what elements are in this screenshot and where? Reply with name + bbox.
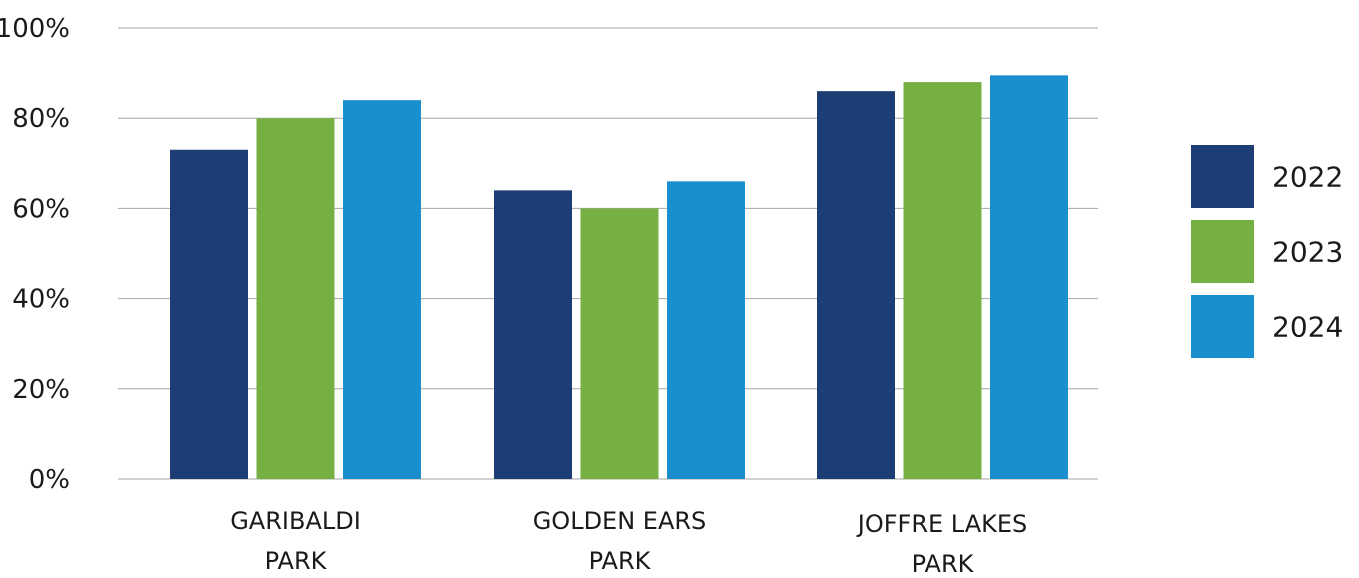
x-tick-label: PARK: [589, 547, 652, 575]
x-axis: GARIBALDI PARK GOLDEN EARS PARK JOFFRE LAKES…: [230, 507, 1027, 578]
x-tick-label: PARK: [912, 550, 975, 578]
y-tick-label: 20%: [12, 375, 70, 405]
x-tick-label: JOFFRE LAKES: [856, 510, 1028, 538]
legend: 2022 2023 2024: [1191, 145, 1343, 358]
bar-2024-0: [343, 100, 421, 479]
bar-2023-2: [903, 82, 982, 480]
legend-label: 2024: [1272, 311, 1343, 344]
bar-2023-0: [256, 118, 335, 479]
x-tick-label: PARK: [265, 547, 328, 575]
bar-2024-2: [990, 75, 1068, 479]
y-tick-label: 0%: [29, 465, 70, 495]
bar-2023-1: [580, 208, 659, 479]
legend-label: 2023: [1272, 236, 1343, 269]
y-axis: 0% 20% 40% 60% 80% 100%: [0, 14, 70, 495]
y-tick-label: 80%: [12, 104, 70, 134]
legend-swatch-2024: [1191, 295, 1254, 358]
bars: [170, 75, 1068, 480]
y-tick-label: 60%: [12, 194, 70, 224]
x-tick-label: GOLDEN EARS: [533, 507, 707, 535]
y-tick-label: 40%: [12, 285, 70, 315]
legend-swatch-2023: [1191, 220, 1254, 283]
bar-2022-0: [170, 149, 248, 479]
y-tick-label: 100%: [0, 14, 70, 44]
x-tick-label: GARIBALDI: [230, 507, 361, 535]
legend-swatch-2022: [1191, 145, 1254, 208]
bar-2022-2: [817, 91, 895, 479]
bar-2024-1: [667, 181, 745, 479]
legend-label: 2022: [1272, 161, 1343, 194]
bar-2022-1: [494, 190, 572, 480]
